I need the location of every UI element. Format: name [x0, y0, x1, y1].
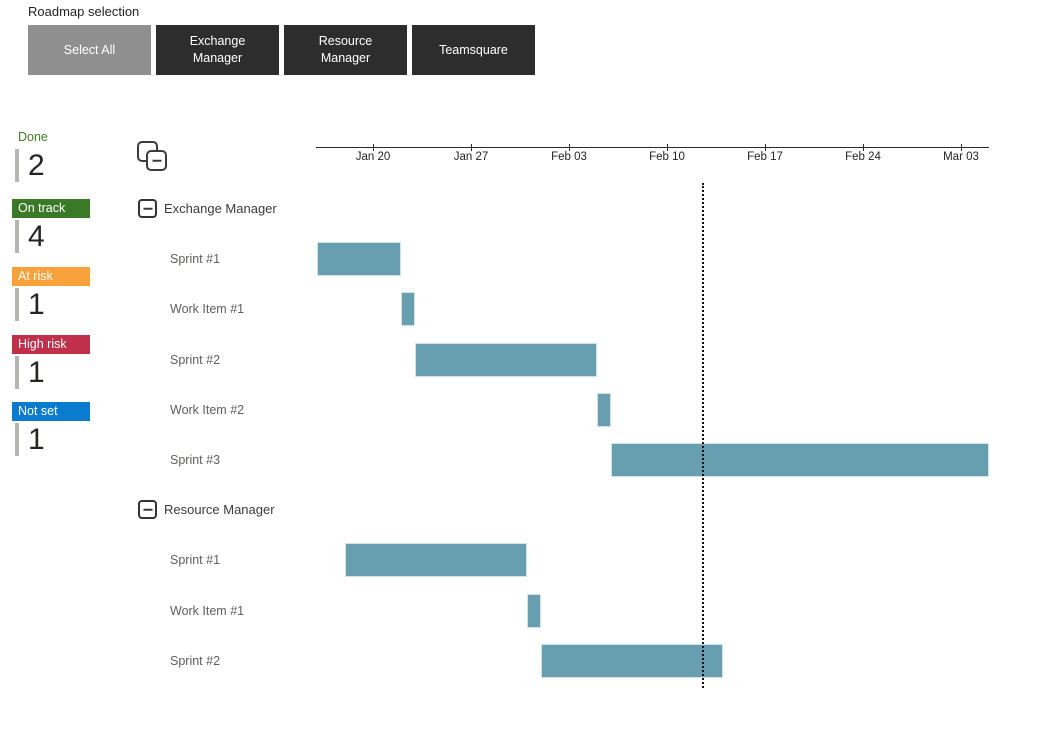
axis-tick	[961, 144, 962, 151]
slicer-button-exchange-manager[interactable]: Exchange Manager	[156, 25, 279, 75]
task-row: Sprint #1	[0, 535, 1053, 585]
group-label: Exchange Manager	[164, 201, 277, 216]
group-row: Exchange Manager	[0, 184, 1053, 234]
axis-tick	[667, 144, 668, 151]
kpi-accent-bar	[15, 423, 19, 456]
kpi-value-row: 2	[12, 149, 90, 182]
slicer-button-teamsquare[interactable]: Teamsquare	[412, 25, 535, 75]
task-bar[interactable]	[415, 343, 597, 377]
kpi-card-done: Done 2	[12, 128, 90, 182]
task-row: Sprint #1	[0, 234, 1053, 284]
task-label: Work Item #1	[170, 302, 245, 316]
kpi-accent-bar	[15, 149, 19, 182]
status-badge: High risk	[12, 335, 90, 354]
task-bar[interactable]	[401, 292, 415, 326]
status-count: 1	[28, 288, 45, 321]
axis-tick-label: Jan 20	[355, 151, 391, 163]
kpi-accent-bar	[15, 220, 19, 253]
task-bar[interactable]	[317, 242, 401, 276]
kpi-value-row: 1	[12, 423, 90, 456]
task-label: Work Item #1	[170, 604, 245, 618]
axis-tick	[471, 144, 472, 151]
task-label: Work Item #2	[170, 403, 245, 417]
axis-tick	[863, 144, 864, 151]
task-label: Sprint #2	[170, 654, 221, 668]
task-bar[interactable]	[611, 443, 989, 477]
task-row: Work Item #1	[0, 586, 1053, 636]
group-row: Resource Manager	[0, 485, 1053, 535]
status-label: Done	[18, 130, 48, 144]
axis-tick	[373, 144, 374, 151]
today-marker-line	[702, 183, 704, 688]
kpi-card-high-risk: High risk 1	[12, 335, 90, 389]
collapse-group-icon[interactable]	[138, 199, 157, 218]
axis-line	[316, 147, 989, 148]
roadmap-slicer: Select All Exchange Manager Resource Manag…	[28, 25, 535, 75]
task-bar[interactable]	[597, 393, 611, 427]
axis-tick-label: Feb 10	[649, 151, 685, 163]
status-count: 1	[28, 423, 45, 456]
kpi-card-at-risk: At risk 1	[12, 267, 90, 321]
task-row: Sprint #3	[0, 435, 1053, 485]
task-bar[interactable]	[345, 543, 527, 577]
front-minus-square-icon	[146, 150, 167, 171]
kpi-accent-bar	[15, 288, 19, 321]
kpi-value-row: 1	[12, 288, 90, 321]
task-bar[interactable]	[541, 644, 723, 678]
axis-tick-label: Mar 03	[943, 151, 979, 163]
kpi-card-not-set: Not set 1	[12, 402, 90, 456]
minus-icon	[152, 159, 161, 162]
task-row: Work Item #2	[0, 385, 1053, 435]
status-badge: At risk	[12, 267, 90, 286]
collapse-group-icon[interactable]	[138, 500, 157, 519]
minus-icon	[143, 508, 152, 511]
kpi-accent-bar	[15, 356, 19, 389]
task-label: Sprint #2	[170, 353, 221, 367]
task-label: Sprint #3	[170, 453, 221, 467]
slicer-title: Roadmap selection	[28, 4, 140, 19]
axis-tick	[569, 144, 570, 151]
status-count: 1	[28, 356, 45, 389]
minus-icon	[143, 207, 152, 210]
status-badge: On track	[12, 199, 90, 218]
task-label: Sprint #1	[170, 252, 221, 266]
collapse-all-icon[interactable]	[137, 141, 169, 173]
task-row: Work Item #1	[0, 284, 1053, 334]
status-count: 4	[28, 220, 45, 253]
axis-tick-label: Feb 24	[845, 151, 881, 163]
kpi-value-row: 4	[12, 220, 90, 253]
kpi-value-row: 1	[12, 356, 90, 389]
slicer-button-select-all[interactable]: Select All	[28, 25, 151, 75]
group-label: Resource Manager	[164, 502, 275, 517]
task-row: Sprint #2	[0, 636, 1053, 686]
axis-tick-label: Jan 27	[453, 151, 489, 163]
axis-tick	[765, 144, 766, 151]
task-bar[interactable]	[527, 594, 541, 628]
kpi-card-on-track: On track 4	[12, 199, 90, 253]
status-count: 2	[28, 149, 45, 182]
slicer-button-resource-manager[interactable]: Resource Manager	[284, 25, 407, 75]
status-badge: Not set	[12, 402, 90, 421]
task-row: Sprint #2	[0, 335, 1053, 385]
axis-tick-label: Feb 17	[747, 151, 783, 163]
axis-tick-label: Feb 03	[551, 151, 587, 163]
task-label: Sprint #1	[170, 553, 221, 567]
